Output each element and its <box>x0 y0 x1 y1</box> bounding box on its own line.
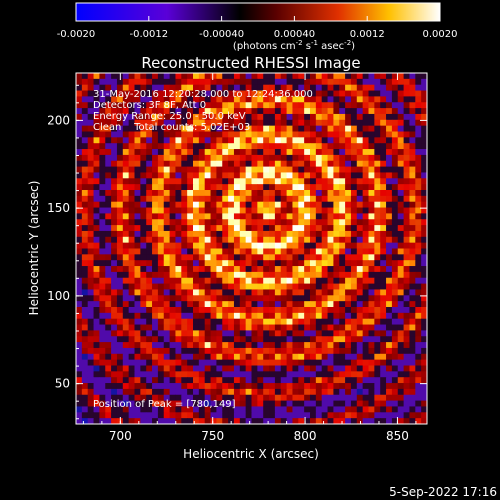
y-tick-label: 200 <box>47 113 70 127</box>
colorbar-tick-label: 0.0012 <box>350 29 385 40</box>
colorbar-tick-label: 0.00040 <box>274 29 315 40</box>
colorbar-ticks: -0.0020 -0.0012 -0.00040 0.00040 0.0012 0.002… <box>57 16 458 40</box>
colorbar-tick-label: 0.0020 <box>423 29 458 40</box>
annotations: 31-May-2016 12:20:28.000 to 12:24:36.000… <box>93 89 313 410</box>
colorbar-gradient <box>75 2 441 22</box>
colorbar-tick-label: -0.0012 <box>129 29 168 40</box>
y-tick-label: 150 <box>47 201 70 215</box>
annotation-detectors: Detectors: 3F 8F, Att 0 <box>93 100 206 111</box>
y-axis-label: Heliocentric Y (arcsec) <box>27 181 41 316</box>
x-tick-label: 850 <box>386 429 409 443</box>
x-tick-label: 750 <box>201 429 224 443</box>
footer-timestamp: 5-Sep-2022 17:16 <box>389 485 497 499</box>
colorbar: -0.0020 -0.0012 -0.00040 0.00040 0.0012 0.002… <box>57 2 458 52</box>
axis-ticks: 700 750 800 850 50 100 150 200 <box>47 73 427 443</box>
x-axis-label: Heliocentric X (arcsec) <box>183 447 319 461</box>
colorbar-tick-label: -0.0020 <box>57 29 96 40</box>
chart-title: Reconstructed RHESSI Image <box>141 54 360 72</box>
annotation-clean: Clean Total counts: 5.02E+03 <box>93 122 250 133</box>
x-tick-label: 700 <box>109 429 132 443</box>
colorbar-tick-label: -0.00040 <box>199 29 244 40</box>
x-tick-label: 800 <box>294 429 317 443</box>
annotation-date: 31-May-2016 12:20:28.000 to 12:24:36.000 <box>93 89 313 100</box>
heatmap-image <box>76 73 427 424</box>
heatmap-cells <box>76 73 427 424</box>
y-tick-label: 100 <box>47 289 70 303</box>
colorbar-unit-label: (photons cm-2 s-1 asec-2) <box>233 39 355 52</box>
annotation-peak: Position of Peak = [780,149] <box>93 399 236 410</box>
y-tick-label: 50 <box>55 377 70 391</box>
annotation-energy: Energy Range: 25.0 - 50.0 keV <box>93 111 246 122</box>
plot-frame <box>75 72 428 425</box>
